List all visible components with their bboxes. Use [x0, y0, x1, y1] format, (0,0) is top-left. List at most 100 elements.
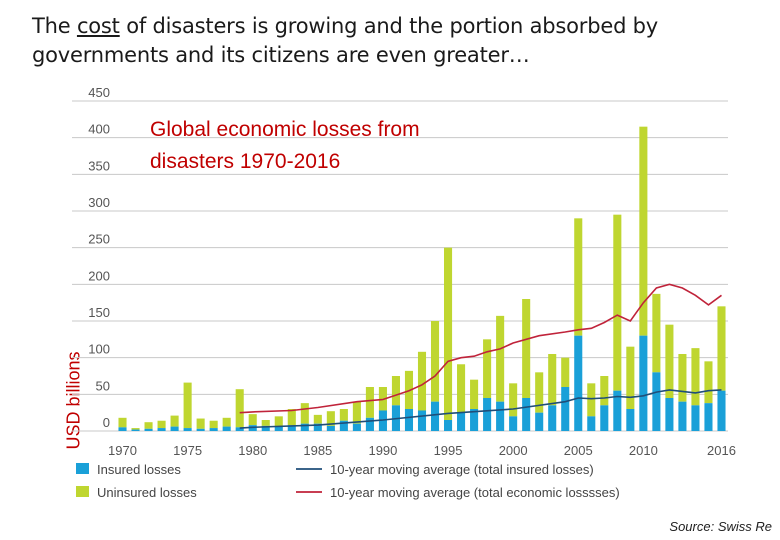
legend-label-uninsured: Uninsured losses — [97, 485, 197, 500]
legend-label-insured: Insured losses — [97, 462, 181, 477]
legend: Insured losses Uninsured losses 10-year mo… — [76, 462, 620, 500]
bar-uninsured — [261, 420, 270, 426]
headline-text-2: of disasters is growing and the portion … — [32, 14, 659, 67]
bar-insured — [717, 390, 726, 431]
bar-insured — [483, 398, 492, 431]
bar-uninsured — [483, 339, 492, 398]
x-tick-label: 1995 — [434, 443, 463, 458]
moving-average-lines — [239, 283, 722, 429]
bar-uninsured — [457, 364, 466, 413]
x-tick-label: 1970 — [108, 443, 137, 458]
bar-insured — [535, 412, 544, 431]
headline-text-1: The — [32, 14, 77, 38]
line-avg-total — [239, 283, 722, 414]
bar-insured — [404, 409, 414, 431]
source-note: Source: Swiss Re — [669, 519, 772, 534]
y-tick-label: 400 — [88, 122, 110, 137]
y-tick-label: 0 — [103, 415, 110, 430]
bar-uninsured — [235, 389, 244, 428]
bar-uninsured — [391, 376, 400, 406]
y-tick-label: 100 — [88, 342, 110, 357]
bar-insured — [170, 426, 179, 431]
bar-uninsured — [548, 354, 557, 406]
bar-uninsured — [417, 351, 427, 411]
bar-insured — [326, 425, 335, 431]
bar-insured — [287, 425, 296, 431]
bar-uninsured — [144, 422, 153, 429]
bar-insured — [561, 387, 570, 431]
bar-insured — [261, 425, 270, 431]
x-tick-label: 2005 — [564, 443, 593, 458]
bar-uninsured — [444, 247, 453, 420]
bar-insured — [678, 401, 687, 431]
y-tick-label: 200 — [88, 268, 110, 283]
bar-insured — [430, 401, 440, 431]
bar-insured — [587, 416, 596, 431]
bar-insured — [509, 416, 518, 431]
line-avg-insured — [239, 389, 722, 429]
bar-uninsured — [365, 387, 374, 418]
bar-insured — [665, 398, 674, 431]
bar-uninsured — [522, 299, 531, 398]
bar-insured — [209, 428, 218, 431]
bar-uninsured — [222, 417, 231, 427]
bar-insured — [274, 426, 283, 431]
bar-uninsured — [326, 411, 335, 426]
bar-insured — [157, 428, 166, 431]
legend-swatch-insured — [76, 463, 89, 474]
chart-title-group: Global economic losses from disasters 197… — [150, 118, 420, 173]
bar-uninsured — [678, 354, 687, 402]
bar-insured — [457, 412, 466, 431]
bar-insured — [652, 372, 661, 431]
bar-uninsured — [535, 372, 544, 413]
bar-uninsured — [717, 306, 726, 391]
x-tick-label: 1990 — [368, 443, 397, 458]
bar-uninsured — [587, 383, 596, 417]
x-tick-labels: 1970 1975 1980 1985 1990 1995 2000 2005 2010 2016 — [108, 443, 736, 458]
legend-label-avg-insured: 10-year moving average (total insured lo… — [330, 462, 594, 477]
bar-uninsured — [131, 428, 140, 430]
y-tick-label: 50 — [96, 378, 110, 393]
bar-uninsured — [287, 409, 296, 426]
y-tick-label: 450 — [88, 85, 110, 100]
bar-uninsured — [430, 321, 440, 402]
bar-uninsured — [574, 218, 583, 336]
bar-insured — [196, 428, 205, 431]
bar-insured — [444, 420, 453, 431]
bar-insured — [613, 390, 622, 431]
bar-insured — [131, 429, 140, 431]
headline: The cost of disasters is growing and the… — [32, 12, 752, 70]
y-tick-labels: 0 50 100 150 200 250 300 350 400 450 — [88, 85, 110, 430]
bar-insured — [470, 409, 479, 431]
chart-title-line: disasters 1970-2016 — [150, 150, 340, 173]
bar-insured — [626, 409, 635, 431]
bar-insured — [417, 410, 427, 431]
bar-uninsured — [183, 382, 192, 429]
bar-uninsured — [352, 401, 361, 424]
bar-uninsured — [509, 383, 518, 417]
bar-uninsured — [209, 420, 218, 429]
bar-uninsured — [691, 348, 700, 406]
bar-insured — [300, 423, 309, 431]
bars — [118, 126, 726, 431]
bar-uninsured — [170, 415, 179, 427]
x-tick-label: 1980 — [238, 443, 267, 458]
bar-uninsured — [496, 315, 505, 402]
bar-uninsured — [704, 361, 713, 404]
bar-insured — [365, 417, 374, 431]
bar-insured — [548, 405, 557, 431]
bar-uninsured — [248, 414, 257, 426]
x-tick-label: 2010 — [629, 443, 658, 458]
bar-uninsured — [157, 420, 166, 429]
bar-insured — [639, 335, 648, 431]
bar-uninsured — [639, 126, 648, 336]
bar-insured — [352, 423, 361, 431]
bar-insured — [313, 423, 322, 431]
y-tick-label: 250 — [88, 232, 110, 247]
headline-underlined-word: cost — [76, 14, 120, 38]
bar-uninsured — [470, 379, 479, 409]
bar-insured — [183, 428, 192, 431]
bar-insured — [691, 405, 700, 431]
bar-uninsured — [561, 357, 570, 387]
chart-title-line: Global economic losses from — [150, 118, 420, 141]
